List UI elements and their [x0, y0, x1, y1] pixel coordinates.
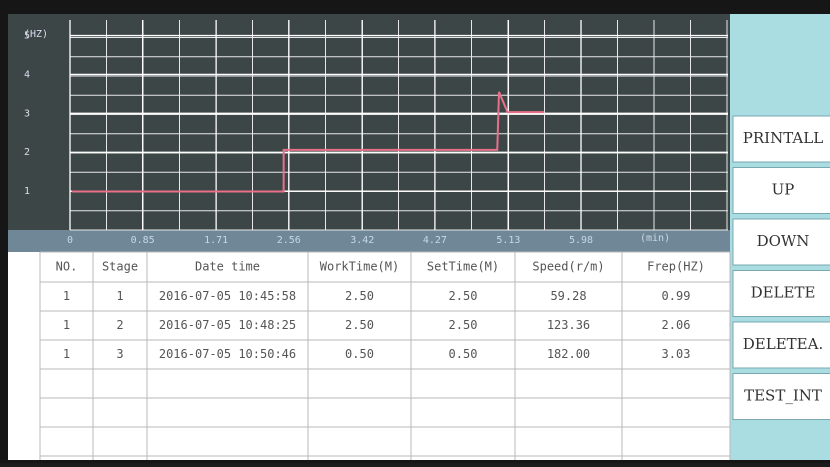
table-cell: Date time	[195, 260, 260, 274]
button-label[interactable]: DELETEA.	[743, 335, 823, 353]
y-tick-label: 2	[24, 147, 30, 158]
table-cell: SetTime(M)	[427, 260, 499, 274]
x-tick-label: 3.42	[350, 235, 374, 246]
table-cell: 0.50	[449, 347, 478, 361]
table-cell: 2.50	[345, 318, 374, 332]
y-tick-label: 1	[24, 186, 30, 197]
screen: (HZ) (min) 1234500.851.712.563.424.275.1…	[0, 0, 830, 463]
table-cell: 59.28	[550, 289, 586, 303]
table-cell: 1	[63, 289, 70, 303]
plot-area	[8, 14, 730, 234]
table-cell: NO.	[56, 260, 78, 274]
y-tick-label: 3	[24, 108, 30, 119]
x-tick-label: 1.71	[204, 235, 228, 246]
table-cell: WorkTime(M)	[320, 260, 399, 274]
table-cell: Speed(r/m)	[532, 260, 604, 274]
table-cell: 3.03	[662, 347, 691, 361]
table-cell: 2.50	[449, 289, 478, 303]
table-cell: 2.50	[449, 318, 478, 332]
table-cell: 123.36	[547, 318, 590, 332]
button-label[interactable]: UP	[772, 181, 795, 199]
table-cell: 2016-07-05 10:50:46	[159, 347, 296, 361]
x-tick-label: 5.13	[496, 235, 520, 246]
table-cell: 1	[116, 289, 123, 303]
table-cell: 0.50	[345, 347, 374, 361]
button-label[interactable]: TEST_INT	[744, 387, 822, 405]
table-cell: 0.99	[662, 289, 691, 303]
table-cell: 2.06	[662, 318, 691, 332]
table-cell: 2.50	[345, 289, 374, 303]
x-tick-label: 5.98	[569, 235, 593, 246]
table-cell: 1	[63, 347, 70, 361]
page: (HZ) (min) 1234500.851.712.563.424.275.1…	[0, 0, 830, 467]
x-tick-label: 4.27	[423, 235, 447, 246]
y-tick-label: 4	[24, 69, 30, 80]
x-axis-label: (min)	[640, 233, 670, 244]
table-cell: 2	[116, 318, 123, 332]
table-cell: 2016-07-05 10:45:58	[159, 289, 296, 303]
button-label[interactable]: DELETE	[751, 284, 816, 302]
table-cell: Stage	[102, 260, 138, 274]
x-tick-label: 0.85	[131, 235, 155, 246]
button-label[interactable]: PRINTALL	[743, 129, 823, 147]
x-tick-label: 0	[67, 235, 73, 246]
table-cell: 182.00	[547, 347, 590, 361]
button-label[interactable]: DOWN	[757, 232, 810, 250]
table-cell: 2016-07-05 10:48:25	[159, 318, 296, 332]
table-cell: 3	[116, 347, 123, 361]
x-tick-label: 2.56	[277, 235, 301, 246]
table-cell: Frep(HZ)	[647, 260, 705, 274]
y-tick-label: 5	[24, 31, 30, 42]
table-cell: 1	[63, 318, 70, 332]
